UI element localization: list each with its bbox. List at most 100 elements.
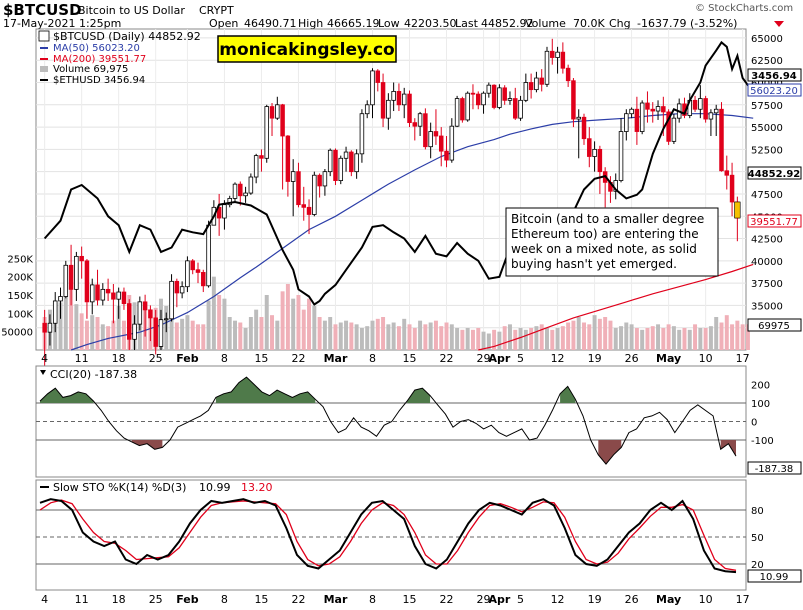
volume-bar <box>560 326 565 350</box>
volume-bar <box>365 326 370 350</box>
sto-y-tick: 80 <box>751 506 764 517</box>
header-low-label: Low <box>378 17 400 30</box>
candle-body <box>698 98 703 110</box>
x-axis-label: Apr <box>488 352 510 365</box>
x-axis-label: 29 <box>477 593 491 606</box>
volume-bar <box>507 324 512 350</box>
symbol-exchange: CRYPT <box>199 4 234 17</box>
candle-body <box>63 264 69 297</box>
volume-bar <box>412 328 417 350</box>
header-low-value: 42203.50 <box>404 17 457 30</box>
annotation-line-3: week on a mixed note, as solid <box>511 242 697 256</box>
candle-body <box>639 102 645 132</box>
volume-bar <box>650 326 655 350</box>
volume-bar <box>333 324 338 350</box>
brand-text: monicakingsley.co <box>219 40 395 60</box>
candle-body <box>428 131 433 148</box>
candle-body <box>354 153 359 173</box>
cci-area <box>39 376 737 465</box>
volume-bar <box>169 315 174 350</box>
x-axis-label: May <box>656 352 681 365</box>
candle-body <box>412 122 418 127</box>
candle-body <box>312 174 317 215</box>
candle-body <box>438 135 444 152</box>
candle-body <box>629 108 634 115</box>
symbol-description: Bitcoin to US Dollar <box>78 4 185 17</box>
candle-body <box>142 301 148 311</box>
volume-bar <box>79 313 84 350</box>
header-last-value: 44852.92 <box>481 17 534 30</box>
x-axis-label: 10 <box>699 352 713 365</box>
x-axis-label: 12 <box>551 352 565 365</box>
candle-body <box>179 286 185 294</box>
volume-bar <box>433 320 438 350</box>
candle-body <box>592 148 597 157</box>
volume-bar <box>640 329 645 350</box>
candle-body <box>79 255 84 262</box>
x-axis-label: 26 <box>625 593 639 606</box>
volume-bar <box>111 320 116 350</box>
volume-bar <box>518 328 523 350</box>
candle-body <box>597 148 603 173</box>
x-axis-label: 22 <box>440 593 454 606</box>
price-y-tick: 40000 <box>751 257 783 268</box>
price-y-tick: 47500 <box>751 190 783 201</box>
x-axis-label: 8 <box>221 593 228 606</box>
brand-box <box>217 35 397 63</box>
candle-body <box>370 70 375 106</box>
volume-bar <box>698 328 703 350</box>
eth-value-tag <box>747 68 802 82</box>
volume-bar <box>571 320 576 350</box>
candle-body <box>407 93 412 124</box>
volume-bar <box>307 298 312 350</box>
candle-body <box>587 138 592 157</box>
volume-bar <box>190 320 195 350</box>
volume-bar <box>470 329 475 350</box>
header-open-value: 46490.71 <box>244 17 297 30</box>
legend-ma200: MA(200) 39551.77 <box>53 54 146 65</box>
volume-bar <box>137 311 142 350</box>
candle-body <box>322 171 328 187</box>
volume-bar <box>116 306 121 350</box>
cci-y-tick: 0 <box>751 418 757 429</box>
candle-body <box>565 67 571 82</box>
stochastic-y-tick-labels: 20 50 80 <box>751 506 764 571</box>
cci-line <box>39 376 737 465</box>
cci-title: CCI(20) -187.38 <box>50 368 137 381</box>
candle-body <box>327 149 333 173</box>
candle-body <box>42 322 47 333</box>
candle-body <box>132 323 137 340</box>
candle-body <box>719 108 724 172</box>
volume-bar <box>576 317 581 350</box>
volume-bar <box>682 328 687 350</box>
volume-bar <box>555 328 560 350</box>
sto-title: Slow STO %K(14) %D(3) <box>53 481 186 494</box>
x-axis-label: 26 <box>625 352 639 365</box>
x-axis-label: Feb <box>176 593 199 606</box>
candle-body <box>523 82 529 101</box>
header-datetime: 17-May-2021 1:25pm <box>3 17 121 30</box>
candle-body <box>386 99 391 119</box>
x-axis-label: Mar <box>324 593 348 606</box>
cci-y-tick: 200 <box>751 381 770 392</box>
x-axis-label: 4 <box>41 593 48 606</box>
volume-bar <box>396 326 401 350</box>
volume-y-tick: 150K <box>7 291 33 302</box>
x-axis-label: 18 <box>112 593 126 606</box>
volume-bar <box>476 328 481 350</box>
volume-bar <box>270 315 275 350</box>
volume-bar <box>724 315 729 350</box>
candle-body <box>100 288 106 301</box>
candle-body <box>317 174 322 187</box>
cci-y-tick-labels: -100 0 100 200 <box>751 381 774 448</box>
candle-body <box>634 108 640 132</box>
candle-body <box>47 322 53 333</box>
volume-y-tick: 100K <box>7 309 33 320</box>
volume-bar <box>90 315 95 350</box>
volume-bar <box>386 324 391 350</box>
sto-value-tag <box>747 569 802 583</box>
volume-bar <box>656 324 661 350</box>
volume-bar <box>344 320 349 350</box>
